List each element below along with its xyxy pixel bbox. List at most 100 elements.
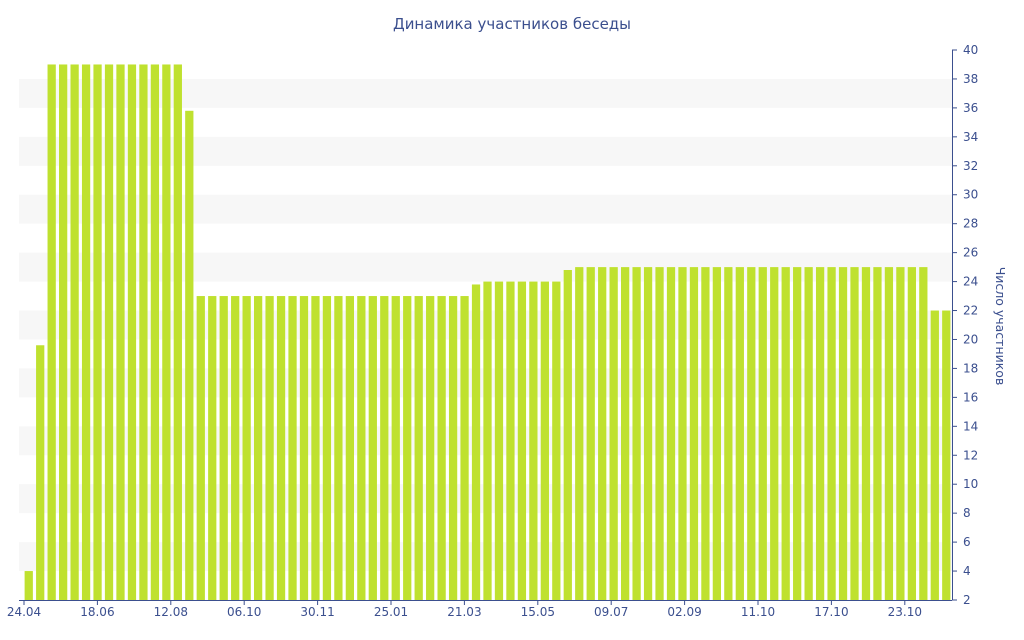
bar xyxy=(59,64,68,601)
x-tick-label: 09.07 xyxy=(594,605,628,619)
bar xyxy=(150,64,160,601)
bar xyxy=(391,296,400,600)
bar xyxy=(81,64,91,601)
bar xyxy=(231,296,240,600)
bar xyxy=(437,296,446,600)
bar xyxy=(712,267,722,600)
bar xyxy=(322,296,332,600)
bar xyxy=(724,267,733,600)
bar xyxy=(563,270,572,600)
bar xyxy=(815,267,825,600)
x-tick-label: 17.10 xyxy=(814,605,848,619)
y-tick-label: 12 xyxy=(963,448,978,462)
y-tick-label: 26 xyxy=(963,246,978,260)
x-tick-label: 30.11 xyxy=(300,605,334,619)
bar xyxy=(930,310,939,600)
bar xyxy=(655,267,664,600)
bar xyxy=(907,267,916,600)
bar xyxy=(494,281,504,600)
bar xyxy=(357,296,366,600)
bar xyxy=(448,296,458,600)
bar xyxy=(196,296,205,600)
y-tick-label: 22 xyxy=(963,304,978,318)
bar xyxy=(70,64,79,601)
bar xyxy=(586,267,595,600)
y-tick-label: 34 xyxy=(963,130,978,144)
bar xyxy=(208,296,217,600)
bar xyxy=(276,296,286,600)
bar xyxy=(242,296,251,600)
bar xyxy=(47,64,56,601)
y-axis-label: Число участников xyxy=(993,267,1008,386)
bar xyxy=(127,64,137,601)
bar xyxy=(345,296,354,600)
bar xyxy=(540,281,549,600)
bar xyxy=(36,345,45,600)
bar xyxy=(506,281,515,600)
y-tick-label: 36 xyxy=(963,101,978,115)
y-tick-label: 14 xyxy=(963,419,978,433)
y-tick-label: 24 xyxy=(963,275,978,289)
y-tick-label: 40 xyxy=(963,43,978,57)
bar xyxy=(609,267,618,600)
bar xyxy=(299,296,309,600)
y-tick-label: 10 xyxy=(963,477,978,491)
bar xyxy=(758,267,767,600)
bar xyxy=(747,267,756,600)
bar xyxy=(632,267,641,600)
x-tick-label: 23.10 xyxy=(888,605,922,619)
bar xyxy=(471,284,481,600)
bar xyxy=(850,267,859,600)
x-ticks: 24.04 18.06 12.08 06.10 30.11 25.01 21.03 15.05… xyxy=(7,600,922,619)
bar xyxy=(919,267,928,600)
bar xyxy=(24,571,33,600)
y-tick-label: 20 xyxy=(963,332,978,346)
bar xyxy=(781,267,790,600)
bar xyxy=(517,281,527,600)
bar xyxy=(873,267,882,600)
x-tick-label: 12.08 xyxy=(154,605,188,619)
bar xyxy=(643,267,653,600)
bar xyxy=(139,64,148,601)
bars xyxy=(24,64,951,601)
bar xyxy=(678,267,687,600)
x-tick-label: 24.04 xyxy=(7,605,41,619)
bar xyxy=(666,267,676,600)
y-tick-label: 4 xyxy=(963,564,971,578)
y-tick-label: 16 xyxy=(963,390,978,404)
bar xyxy=(311,296,320,600)
bar xyxy=(414,296,423,600)
bar xyxy=(598,267,607,600)
x-tick-label: 21.03 xyxy=(447,605,481,619)
y-tick-label: 30 xyxy=(963,188,978,202)
x-tick-label: 06.10 xyxy=(227,605,261,619)
bar xyxy=(483,281,492,600)
x-tick-label: 15.05 xyxy=(521,605,555,619)
bar xyxy=(173,64,182,601)
bar xyxy=(621,267,630,600)
y-tick-label: 6 xyxy=(963,535,971,549)
bar xyxy=(253,296,263,600)
bar xyxy=(942,310,951,600)
chart-title: Динамика участников беседы xyxy=(393,15,631,33)
bar xyxy=(793,267,802,600)
bar xyxy=(804,267,813,600)
bar xyxy=(116,64,125,601)
y-tick-label: 8 xyxy=(963,506,971,520)
bar xyxy=(104,64,114,601)
y-tick-label: 28 xyxy=(963,217,978,231)
bar xyxy=(368,296,377,600)
y-tick-label: 38 xyxy=(963,72,978,86)
bar xyxy=(884,267,894,600)
bar xyxy=(861,267,871,600)
bar xyxy=(838,267,848,600)
bar xyxy=(701,267,710,600)
bar xyxy=(827,267,836,600)
bar xyxy=(380,296,389,600)
bar xyxy=(93,64,102,601)
x-tick-label: 18.06 xyxy=(80,605,114,619)
x-tick-label: 11.10 xyxy=(741,605,775,619)
bar xyxy=(162,64,171,601)
